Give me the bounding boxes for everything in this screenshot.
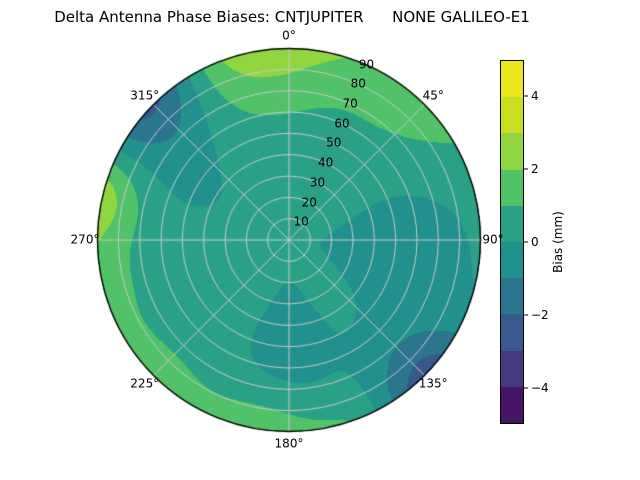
colorbar-band-0	[501, 385, 523, 423]
colorbar-band-9	[501, 61, 523, 98]
colorbar-band-6	[501, 168, 523, 206]
colorbar-band-5	[501, 204, 523, 242]
colorbar-tick--2	[524, 314, 528, 316]
theta-tick-label-180: 180°	[274, 436, 304, 451]
colorbar-tick-label-2: 2	[531, 162, 539, 177]
colorbar-band-4	[501, 240, 523, 279]
colorbar	[500, 60, 524, 424]
polar-plot-canvas	[94, 45, 484, 435]
colorbar-label: Bias (mm)	[551, 211, 565, 273]
colorbar-tick-4	[524, 95, 528, 97]
colorbar-band-3	[501, 277, 523, 315]
colorbar-band-7	[501, 132, 523, 170]
chart-title: Delta Antenna Phase Biases: CNTJUPITER N…	[54, 8, 530, 26]
theta-tick-label-0: 0°	[282, 28, 296, 43]
colorbar-tick-label-4: 4	[531, 89, 539, 104]
colorbar-tick-label--2: −2	[531, 307, 549, 322]
colorbar-tick-label--4: −4	[531, 380, 549, 395]
colorbar-band-2	[501, 313, 523, 351]
colorbar-band-8	[501, 96, 523, 134]
colorbar-tick-label-0: 0	[531, 235, 539, 249]
colorbar-tick-0	[524, 241, 528, 243]
colorbar-bands	[501, 61, 523, 423]
colorbar-band-1	[501, 349, 523, 387]
colorbar-tick--4	[524, 387, 528, 389]
colorbar-tick-2	[524, 168, 528, 170]
